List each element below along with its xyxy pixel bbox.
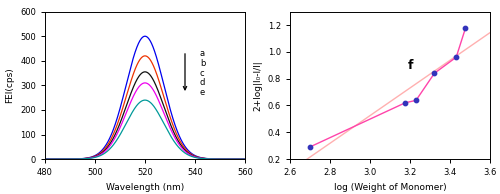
- Point: [412, 99, 420, 102]
- Point: [462, 27, 469, 30]
- Text: b: b: [200, 59, 205, 68]
- Text: f: f: [408, 59, 414, 72]
- Text: a: a: [200, 49, 205, 58]
- Y-axis label: 2+log|I₀-I/I|: 2+log|I₀-I/I|: [253, 60, 262, 111]
- X-axis label: Wavelength (nm): Wavelength (nm): [106, 183, 184, 192]
- X-axis label: log (Weight of Monomer): log (Weight of Monomer): [334, 183, 446, 192]
- Text: d: d: [200, 78, 205, 87]
- Point: [430, 72, 438, 75]
- Point: [306, 146, 314, 149]
- Point: [452, 56, 460, 59]
- Text: e: e: [200, 88, 205, 97]
- Point: [401, 101, 409, 104]
- Y-axis label: FEI(cps): FEI(cps): [6, 68, 15, 103]
- Text: c: c: [200, 68, 204, 78]
